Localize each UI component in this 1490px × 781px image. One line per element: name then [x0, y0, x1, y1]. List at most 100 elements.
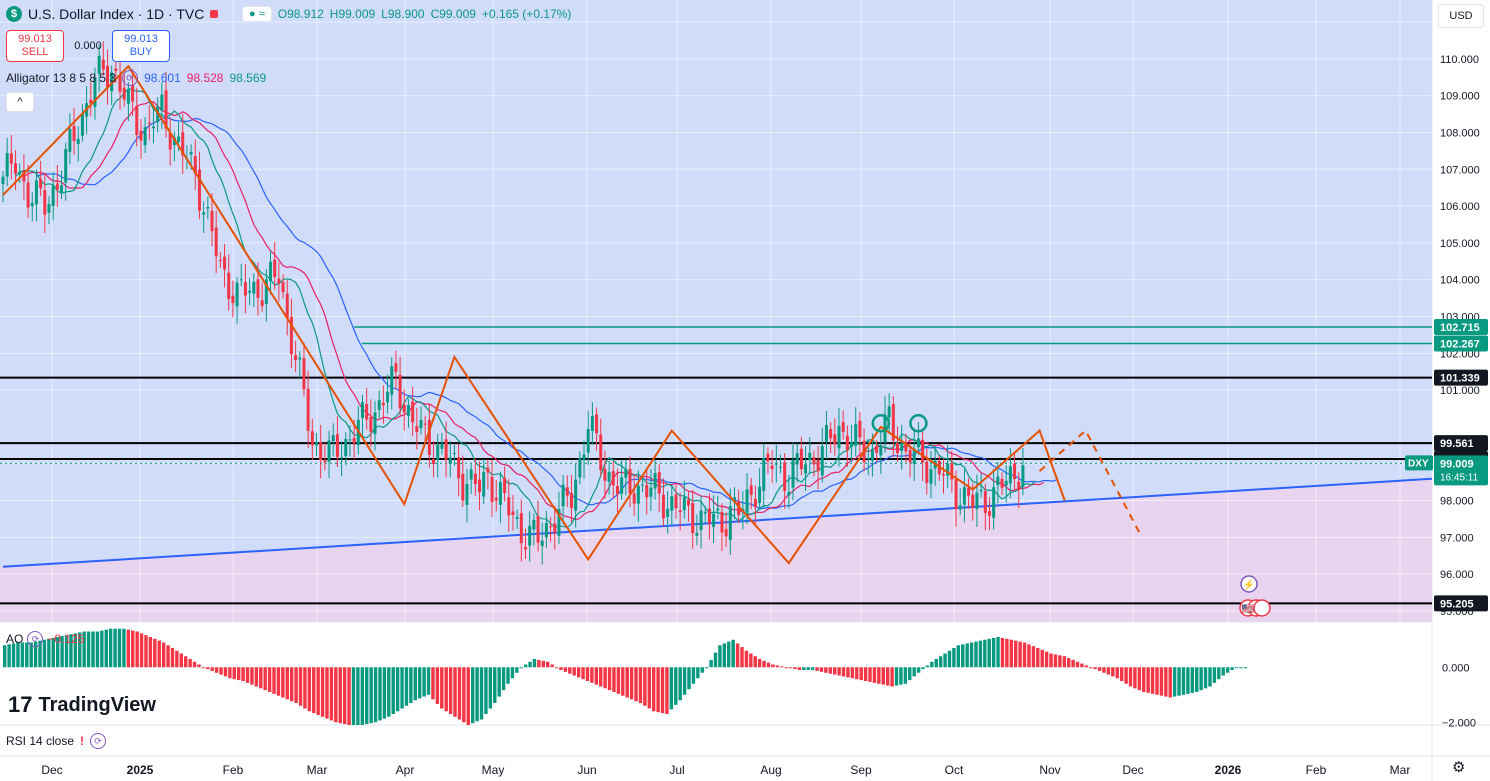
ao-bar [978, 640, 983, 668]
candle-body [348, 439, 352, 441]
ao-bar [409, 667, 413, 703]
symbol-header[interactable]: $ U.S. Dollar Index · 1D · TVC [6, 6, 219, 22]
ao-bar [78, 632, 82, 668]
candle-body [774, 463, 778, 465]
ao-bar [952, 648, 956, 668]
ao-bar [1093, 667, 1097, 670]
candle-body [1000, 478, 1004, 488]
top-marker-circle[interactable] [909, 414, 928, 433]
candle-body [766, 453, 770, 462]
ao-bar [25, 642, 29, 668]
ao-value: −0.125 [47, 632, 85, 646]
close-value: C99.009 [430, 7, 476, 21]
event-flag-icon[interactable] [1253, 599, 1271, 617]
event-flash-icon[interactable] [1240, 575, 1258, 593]
candle-body [962, 487, 966, 505]
warning-icon[interactable]: ! [80, 734, 85, 748]
ao-bar [1062, 656, 1066, 668]
ao-bar [497, 667, 501, 697]
candle-body [778, 466, 782, 468]
rsi-legend[interactable]: RSI 14 close ! ⟳ [6, 733, 107, 749]
ao-bar [749, 653, 753, 668]
ao-legend[interactable]: AO ⟳ −0.125 [6, 631, 84, 647]
ao-bar [117, 628, 122, 668]
top-marker-circle[interactable] [871, 414, 891, 433]
candle-body [762, 458, 766, 491]
currency-select[interactable]: USD [1438, 4, 1484, 28]
ao-bar [400, 667, 404, 709]
ao-bar [643, 667, 647, 706]
ao-bar [881, 667, 885, 685]
buy-button[interactable]: 99.013 BUY [112, 30, 170, 62]
candle-body [223, 256, 227, 270]
ao-bar [921, 667, 925, 670]
ao-bar [638, 667, 643, 703]
alligator-legend[interactable]: Alligator 13 8 5 8 5 3 ⟳ 98.601 98.528 9… [6, 70, 266, 86]
candle-body [1013, 463, 1017, 479]
ao-bar [1159, 667, 1164, 696]
ao-bar [64, 635, 69, 668]
candle-body [302, 358, 306, 390]
ao-bar [930, 661, 934, 668]
symbol-tag-label: DXY [1408, 458, 1429, 469]
ao-bar [347, 667, 351, 725]
candle-body [728, 506, 732, 540]
ao-bar [179, 653, 184, 668]
ao-bar [108, 628, 113, 668]
ao-bar [20, 642, 25, 668]
ao-bar [1075, 661, 1080, 668]
ao-bar [210, 667, 214, 671]
candle-body [574, 479, 578, 511]
ao-bar [912, 667, 916, 677]
sell-button[interactable]: 99.013 SELL [6, 30, 64, 62]
ao-bar [515, 667, 519, 673]
ao-bar [484, 667, 488, 714]
ao-bar [1190, 667, 1195, 693]
ao-bar [669, 667, 674, 710]
candle-body [327, 440, 331, 462]
ao-bar [440, 667, 444, 709]
ao-settings-icon[interactable]: ⟳ [27, 631, 44, 647]
buy-label: BUY [129, 46, 153, 58]
rsi-refresh-icon[interactable]: ⟳ [90, 733, 107, 749]
ao-bar [135, 631, 139, 668]
ao-bar [245, 667, 250, 683]
candle-body [758, 486, 762, 503]
support-trendline[interactable] [2, 477, 1433, 568]
trade-panel: 99.013 SELL 0.000 99.013 BUY [6, 30, 170, 62]
symbol-title[interactable]: U.S. Dollar Index · 1D · TVC [28, 6, 205, 22]
ao-bar [1018, 641, 1022, 668]
refresh-icon[interactable]: ⟳ [122, 70, 139, 86]
candle-body [845, 435, 849, 451]
candle-body [110, 72, 114, 92]
candle-body [39, 178, 43, 189]
pattern-zigzag-line[interactable] [2, 64, 1066, 565]
ao-bar [342, 667, 347, 725]
candle-body [202, 212, 206, 215]
ao-bar [391, 667, 395, 714]
candle-body [43, 190, 47, 215]
ao-bar [1217, 667, 1221, 680]
live-dot-icon [210, 10, 219, 18]
candle-body [553, 523, 557, 533]
candle-body [745, 489, 749, 513]
candle-body [983, 491, 987, 513]
x-tick-label: Jul [669, 763, 684, 777]
collapse-legend-button[interactable]: ^ [6, 92, 34, 112]
gear-icon[interactable]: ⚙ [1452, 759, 1466, 776]
ao-bar [448, 667, 453, 714]
ao-bar [148, 637, 153, 668]
candle-body [444, 439, 448, 460]
candle-body [858, 420, 862, 438]
ao-bar [629, 667, 634, 700]
ao-bar [1031, 646, 1036, 668]
ao-bar [501, 667, 506, 691]
candle-body [820, 446, 824, 476]
level-price-label-bg [1434, 369, 1488, 386]
ao-bar [51, 637, 55, 668]
candle-body [243, 282, 247, 296]
candle-body [315, 442, 318, 446]
indicator-toggle-icon[interactable]: ● ≈ [242, 6, 272, 22]
level-price-label-bg [1434, 435, 1488, 452]
